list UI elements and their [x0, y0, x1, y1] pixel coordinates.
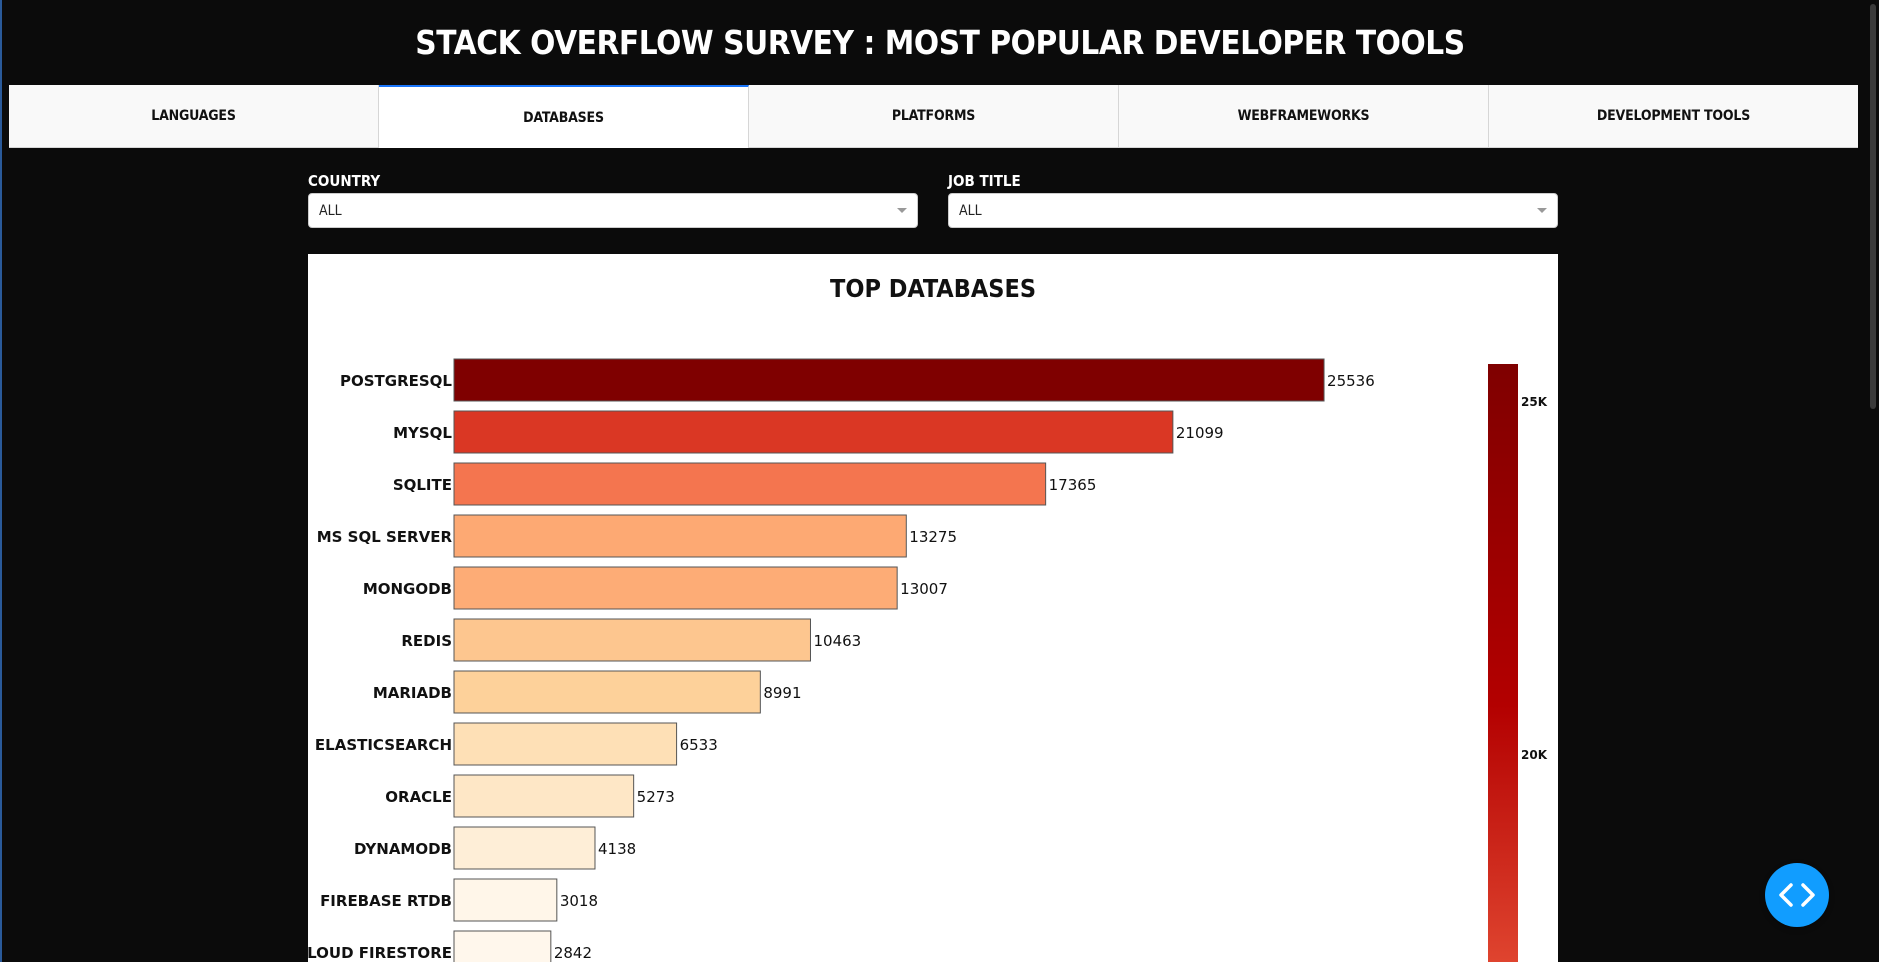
data-label: 8991	[763, 684, 801, 702]
data-label: 4138	[598, 840, 636, 858]
data-label: 6533	[680, 736, 718, 754]
category-label: CLOUD FIRESTORE	[308, 944, 452, 962]
bar-mariadb[interactable]	[453, 670, 761, 714]
country-label: COUNTRY	[308, 172, 381, 190]
app-header: STACK OVERFLOW SURVEY : MOST POPULAR DEV…	[0, 0, 1879, 84]
bar-dynamodb[interactable]	[453, 826, 596, 870]
data-label: 2842	[554, 944, 592, 962]
tab-label: LANGUAGES	[151, 108, 236, 124]
tab-label: DATABASES	[523, 109, 604, 126]
page-title: STACK OVERFLOW SURVEY : MOST POPULAR DEV…	[414, 22, 1465, 62]
category-label: MS SQL SERVER	[317, 528, 453, 546]
category-label: POSTGRESQL	[340, 372, 452, 390]
job-title-filter: JOB TITLE ALL	[948, 172, 1558, 228]
chart-title: TOP DATABASES	[829, 274, 1037, 303]
page-scrollbar[interactable]	[1867, 0, 1879, 962]
job-title-value: ALL	[959, 202, 982, 219]
colorbar-tick-label: 20K	[1521, 748, 1548, 762]
data-label: 3018	[560, 892, 598, 910]
tab-webframeworks[interactable]: WEBFRAMEWORKS	[1119, 85, 1489, 148]
data-label: 13275	[909, 528, 957, 546]
data-label: 13007	[900, 580, 948, 598]
category-label: SQLITE	[393, 476, 452, 494]
data-label: 21099	[1176, 424, 1224, 442]
colorbar-tick-label: 25K	[1521, 395, 1548, 409]
tab-label: PLATFORMS	[891, 108, 976, 124]
scrollbar-thumb[interactable]	[1870, 4, 1876, 409]
category-label: REDIS	[401, 632, 452, 650]
chart-card: TOP DATABASES POSTGRESQL 25536 MYSQL 21099 S…	[308, 254, 1558, 962]
bar-ms-sql-server[interactable]	[453, 514, 907, 558]
country-filter: COUNTRY ALL	[308, 172, 918, 228]
data-label: 17365	[1049, 476, 1097, 494]
bar-postgresql[interactable]	[453, 358, 1325, 402]
code-icon	[1779, 883, 1815, 907]
data-label: 5273	[637, 788, 675, 806]
chevron-down-icon	[897, 208, 907, 213]
category-label: ORACLE	[385, 788, 452, 806]
tab-label: DEVELOPMENT TOOLS	[1596, 108, 1751, 124]
bar-sqlite[interactable]	[453, 462, 1047, 506]
bar-cloud-firestore[interactable]	[453, 930, 552, 962]
data-label: 25536	[1327, 372, 1375, 390]
data-label: 10463	[813, 632, 861, 650]
tab-databases[interactable]: DATABASES	[379, 85, 749, 148]
bars-layer: POSTGRESQL 25536 MYSQL 21099 SQLITE 17365 MS S…	[308, 358, 1375, 962]
tab-platforms[interactable]: PLATFORMS	[749, 85, 1119, 148]
category-label: FIREBASE RTDB	[320, 892, 452, 910]
tab-development-tools[interactable]: DEVELOPMENT TOOLS	[1489, 85, 1858, 148]
colorbar-scale	[1488, 364, 1518, 962]
country-value: ALL	[319, 202, 342, 219]
chevron-down-icon	[1537, 208, 1547, 213]
tab-languages[interactable]: LANGUAGES	[9, 85, 379, 148]
job-title-dropdown[interactable]: ALL	[948, 193, 1558, 228]
bar-elasticsearch[interactable]	[453, 722, 678, 766]
category-label: DYNAMODB	[354, 840, 452, 858]
tab-label: WEBFRAMEWORKS	[1237, 108, 1370, 124]
bar-mongodb[interactable]	[453, 566, 898, 610]
bar-mysql[interactable]	[453, 410, 1174, 454]
category-label: MARIADB	[373, 684, 452, 702]
code-toggle-button[interactable]	[1765, 863, 1829, 927]
bar-redis[interactable]	[453, 618, 811, 662]
country-dropdown[interactable]: ALL	[308, 193, 918, 228]
bar-chart: POSTGRESQL 25536 MYSQL 21099 SQLITE 17365 MS S…	[308, 358, 1548, 962]
category-label: ELASTICSEARCH	[315, 736, 452, 754]
bar-oracle[interactable]	[453, 774, 635, 818]
category-label: MONGODB	[363, 580, 452, 598]
colorbar: 25K 20K	[1488, 364, 1548, 962]
category-label: MYSQL	[393, 424, 452, 442]
window-edge	[0, 0, 2, 962]
job-title-label: JOB TITLE	[948, 172, 1021, 190]
tab-bar: LANGUAGES DATABASES PLATFORMS WEBFRAMEWO…	[9, 85, 1858, 148]
bar-firebase-rtdb[interactable]	[453, 878, 558, 922]
